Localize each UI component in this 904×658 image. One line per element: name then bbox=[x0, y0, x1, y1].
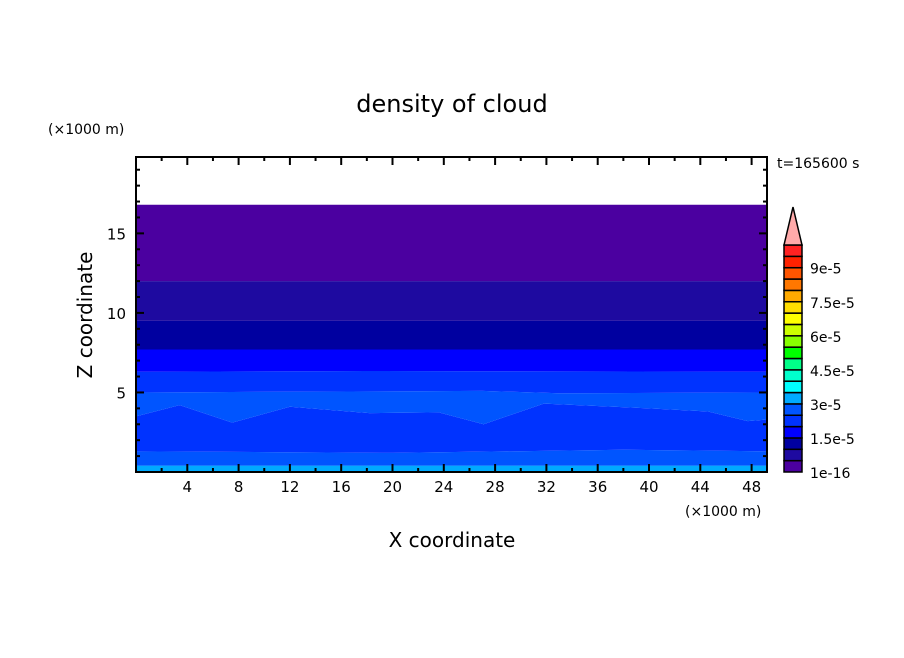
colorbar-swatch-7 bbox=[783, 380, 803, 394]
x-tick-label: 16 bbox=[332, 478, 351, 496]
x-tick-label: 24 bbox=[434, 478, 453, 496]
contour-band-1 bbox=[136, 449, 767, 466]
colorbar-swatch-2 bbox=[783, 437, 803, 451]
colorbar-swatch-8 bbox=[783, 369, 803, 382]
colorbar-swatch-10 bbox=[783, 346, 803, 360]
x-tick-label: 44 bbox=[691, 478, 710, 496]
colorbar-swatch-16 bbox=[783, 278, 803, 292]
colorbar-over-triangle bbox=[783, 206, 803, 246]
colorbar-swatch-12 bbox=[783, 323, 803, 337]
colorbar-swatch-6 bbox=[783, 391, 803, 405]
colorbar-swatch-17 bbox=[783, 266, 803, 280]
colorbar-swatch-14 bbox=[783, 301, 803, 314]
x-tick-label: 36 bbox=[588, 478, 607, 496]
y-axis-label: Z coordinate bbox=[73, 252, 97, 379]
time-label: t=165600 s bbox=[777, 156, 859, 172]
x-tick-label: 40 bbox=[639, 478, 658, 496]
colorbar-swatch-3 bbox=[783, 425, 803, 439]
x-tick-label: 20 bbox=[383, 478, 402, 496]
colorbar-label: 1.5e-5 bbox=[810, 432, 855, 448]
contour-band-4 bbox=[136, 370, 767, 394]
x-tick-label: 48 bbox=[742, 478, 761, 496]
y-tick-label: 5 bbox=[116, 384, 126, 402]
colorbar-label: 7.5e-5 bbox=[810, 296, 855, 312]
contour-band-7 bbox=[136, 281, 767, 321]
x-tick-label: 4 bbox=[183, 478, 193, 496]
plot-frame bbox=[135, 156, 768, 473]
colorbar-swatch-19 bbox=[783, 244, 803, 258]
colorbar-swatch-5 bbox=[783, 403, 803, 416]
contour-band-3 bbox=[136, 390, 767, 425]
contour-band-2 bbox=[136, 403, 767, 453]
colorbar: 1e-16 1.5e-5 3e-5 4.5e-5 6e-5 7.5e-5 9e-5 bbox=[783, 206, 855, 482]
y-unit-label: (×1000 m) bbox=[48, 122, 124, 138]
colorbar-swatch-18 bbox=[783, 255, 803, 269]
colorbar-swatch-13 bbox=[783, 312, 803, 326]
colorbar-label: 6e-5 bbox=[810, 330, 841, 346]
colorbar-swatch-4 bbox=[783, 414, 803, 428]
colorbar-label: 1e-16 bbox=[810, 466, 850, 482]
x-tick-label: 32 bbox=[537, 478, 556, 496]
x-tick-label: 12 bbox=[280, 478, 299, 496]
colorbar-swatch-9 bbox=[783, 357, 803, 371]
colorbar-swatch-0 bbox=[783, 459, 803, 473]
colorbar-swatch-1 bbox=[783, 448, 803, 462]
contour-band-5 bbox=[136, 349, 767, 372]
contour-band-8 bbox=[136, 204, 767, 282]
x-unit-label: (×1000 m) bbox=[685, 504, 761, 520]
colorbar-swatch-15 bbox=[783, 289, 803, 303]
contour-band-0 bbox=[136, 465, 767, 472]
contour-bands bbox=[136, 204, 767, 472]
x-tick-label: 28 bbox=[486, 478, 505, 496]
colorbar-label: 4.5e-5 bbox=[810, 364, 855, 380]
chart-title: density of cloud bbox=[356, 90, 547, 118]
contour-band-6 bbox=[136, 320, 767, 350]
colorbar-label: 9e-5 bbox=[810, 262, 841, 278]
y-tick-label: 10 bbox=[107, 305, 126, 323]
x-tick-label: 8 bbox=[234, 478, 244, 496]
x-axis-label: X coordinate bbox=[389, 528, 516, 552]
colorbar-label: 3e-5 bbox=[810, 398, 841, 414]
colorbar-swatch-11 bbox=[783, 335, 803, 348]
y-tick-label: 15 bbox=[107, 225, 126, 243]
